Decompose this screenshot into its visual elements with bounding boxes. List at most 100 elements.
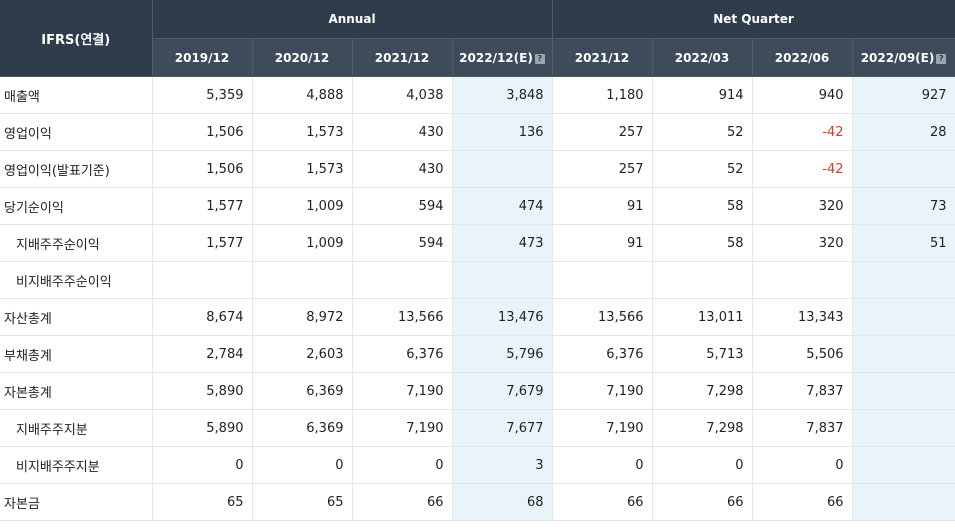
table-row: 당기순이익 1,577 1,009 594 474 91 58 320 73 xyxy=(0,187,955,225)
value-cell: 7,679 xyxy=(452,372,553,410)
value-cell: 0 xyxy=(752,446,853,484)
period-header: 2020/12 xyxy=(252,38,353,77)
row-label: 부채총계 xyxy=(0,335,153,373)
value-cell: 7,298 xyxy=(652,409,753,447)
table-body: 매출액 5,359 4,888 4,038 3,848 1,180 914 940 927 영업이… xyxy=(0,76,955,521)
value-cell: 1,009 xyxy=(252,224,353,262)
table-row: 자산총계 8,674 8,972 13,566 13,476 13,566 13,011 13… xyxy=(0,298,955,336)
value-cell: 474 xyxy=(452,187,553,225)
value-cell: 5,359 xyxy=(152,76,253,114)
table-row: 자본금 65 65 66 68 66 66 66 xyxy=(0,483,955,521)
value-cell: 66 xyxy=(352,483,453,521)
period-label: 2021/12 xyxy=(374,50,430,65)
annual-group-header: Annual xyxy=(152,0,553,39)
period-header: 2021/12 xyxy=(352,38,453,77)
value-cell: 66 xyxy=(552,483,653,521)
value-cell: 1,506 xyxy=(152,113,253,151)
period-label: 2021/12 xyxy=(574,50,630,65)
row-label: 매출액 xyxy=(0,76,153,114)
value-cell: 430 xyxy=(352,113,453,151)
value-cell xyxy=(852,483,955,521)
value-cell: 1,573 xyxy=(252,113,353,151)
value-cell: 13,566 xyxy=(352,298,453,336)
value-cell: 5,506 xyxy=(752,335,853,373)
value-cell: 594 xyxy=(352,187,453,225)
value-cell: 65 xyxy=(152,483,253,521)
value-cell: 2,603 xyxy=(252,335,353,373)
value-cell xyxy=(852,372,955,410)
value-cell: 66 xyxy=(752,483,853,521)
row-label: 지배주주순이익 xyxy=(0,224,153,262)
value-cell xyxy=(652,261,753,299)
row-label: 영업이익(발표기준) xyxy=(0,150,153,188)
value-cell: 65 xyxy=(252,483,353,521)
value-cell xyxy=(552,261,653,299)
value-cell: 8,972 xyxy=(252,298,353,336)
value-cell: 6,369 xyxy=(252,372,353,410)
value-cell xyxy=(852,261,955,299)
value-cell: 58 xyxy=(652,187,753,225)
value-cell: 66 xyxy=(652,483,753,521)
estimate-info-icon[interactable]: ? xyxy=(534,53,545,64)
value-cell: 4,038 xyxy=(352,76,453,114)
value-cell xyxy=(852,409,955,447)
period-header: 2022/03 xyxy=(652,38,753,77)
estimate-info-icon[interactable]: ? xyxy=(936,53,947,64)
row-label: 영업이익 xyxy=(0,113,153,151)
value-cell: 52 xyxy=(652,113,753,151)
value-cell: 58 xyxy=(652,224,753,262)
value-cell: 1,009 xyxy=(252,187,353,225)
value-cell: 257 xyxy=(552,150,653,188)
value-cell: -42 xyxy=(752,113,853,151)
value-cell: 940 xyxy=(752,76,853,114)
row-label: 자본총계 xyxy=(0,372,153,410)
value-cell: 6,376 xyxy=(552,335,653,373)
value-cell: 5,890 xyxy=(152,372,253,410)
value-cell: 91 xyxy=(552,224,653,262)
value-cell: 0 xyxy=(152,446,253,484)
value-cell: -42 xyxy=(752,150,853,188)
value-cell: 136 xyxy=(452,113,553,151)
accounting-standard-header: IFRS(연결) xyxy=(0,0,153,77)
table-row: 매출액 5,359 4,888 4,038 3,848 1,180 914 940 927 xyxy=(0,76,955,114)
value-cell: 7,837 xyxy=(752,372,853,410)
value-cell: 927 xyxy=(852,76,955,114)
value-cell: 7,190 xyxy=(352,372,453,410)
value-cell: 6,376 xyxy=(352,335,453,373)
value-cell: 51 xyxy=(852,224,955,262)
value-cell xyxy=(452,261,553,299)
value-cell: 320 xyxy=(752,224,853,262)
value-cell: 28 xyxy=(852,113,955,151)
value-cell: 1,506 xyxy=(152,150,253,188)
value-cell: 594 xyxy=(352,224,453,262)
value-cell: 7,677 xyxy=(452,409,553,447)
value-cell: 8,674 xyxy=(152,298,253,336)
value-cell: 68 xyxy=(452,483,553,521)
period-label: 2022/09(E) xyxy=(860,50,935,65)
value-cell xyxy=(752,261,853,299)
value-cell xyxy=(852,335,955,373)
period-label: 2022/06 xyxy=(774,50,830,65)
table-row: 영업이익(발표기준) 1,506 1,573 430 257 52 -42 xyxy=(0,150,955,188)
value-cell: 7,190 xyxy=(552,409,653,447)
value-cell: 7,190 xyxy=(552,372,653,410)
value-cell: 0 xyxy=(252,446,353,484)
value-cell: 7,298 xyxy=(652,372,753,410)
period-header: 2022/06 xyxy=(752,38,853,77)
value-cell: 430 xyxy=(352,150,453,188)
period-label: 2019/12 xyxy=(174,50,230,65)
table-row: 부채총계 2,784 2,603 6,376 5,796 6,376 5,713 5,506 xyxy=(0,335,955,373)
value-cell xyxy=(852,298,955,336)
value-cell: 6,369 xyxy=(252,409,353,447)
table-row: 자본총계 5,890 6,369 7,190 7,679 7,190 7,298 7,837 xyxy=(0,372,955,410)
value-cell: 257 xyxy=(552,113,653,151)
value-cell xyxy=(452,150,553,188)
row-label: 비지배주주지분 xyxy=(0,446,153,484)
period-header: 2022/09(E)? xyxy=(852,38,955,77)
value-cell: 0 xyxy=(652,446,753,484)
row-label: 비지배주주순이익 xyxy=(0,261,153,299)
value-cell: 3 xyxy=(452,446,553,484)
table-row: 비지배주주지분 0 0 0 3 0 0 0 xyxy=(0,446,955,484)
value-cell: 1,573 xyxy=(252,150,353,188)
